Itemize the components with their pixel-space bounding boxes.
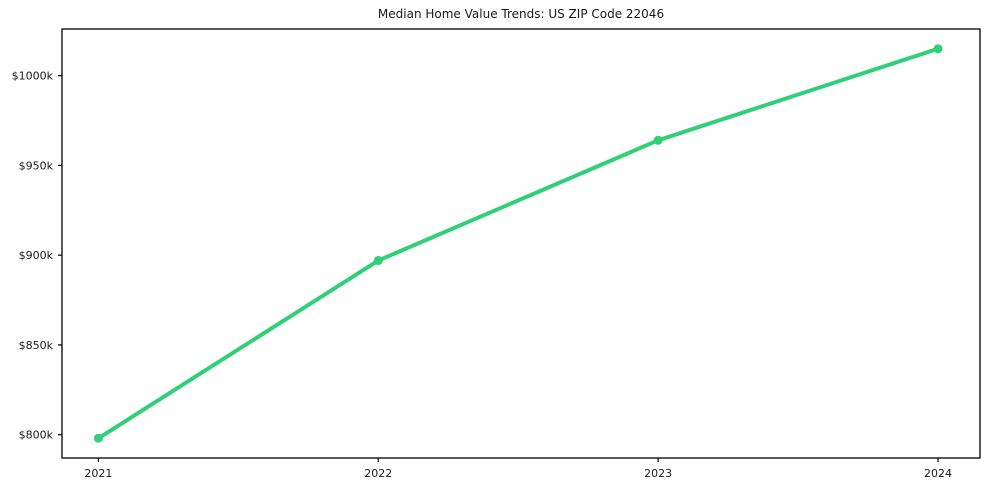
x-tick-label: 2021 bbox=[84, 467, 112, 480]
x-tick-label: 2022 bbox=[364, 467, 392, 480]
plot-border bbox=[61, 28, 981, 459]
data-point-2021 bbox=[93, 433, 103, 443]
trend-line bbox=[96, 46, 941, 441]
y-tick-label: $900k bbox=[19, 249, 54, 262]
y-tick-label: $850k bbox=[19, 339, 54, 352]
y-tick-label: $800k bbox=[19, 429, 54, 442]
data-point-2022 bbox=[373, 256, 383, 266]
y-tick-label: $950k bbox=[19, 159, 54, 172]
y-tick-label: $1000k bbox=[12, 70, 54, 83]
chart-title: Median Home Value Trends: US ZIP Code 22… bbox=[377, 7, 665, 21]
data-point-2024 bbox=[933, 44, 943, 54]
data-point-2023 bbox=[653, 135, 663, 145]
x-tick-label: 2023 bbox=[644, 467, 672, 480]
x-tick-label: 2024 bbox=[924, 467, 952, 480]
